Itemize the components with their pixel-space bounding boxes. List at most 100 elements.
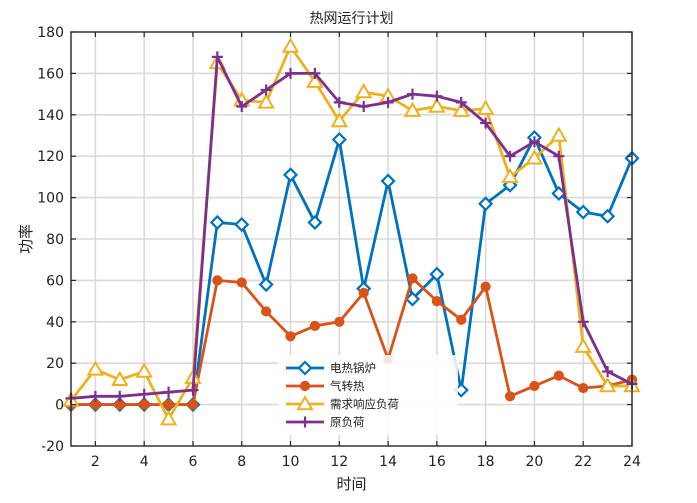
series-2-point	[407, 273, 418, 284]
series-2-point	[578, 382, 589, 394]
legend-item-1: 电热锅炉	[286, 360, 376, 376]
x-tick-label: 14	[379, 454, 397, 470]
series-3-point	[476, 99, 495, 115]
series-4-point	[89, 390, 101, 402]
series-2-point	[212, 275, 223, 286]
series-3-line	[69, 45, 632, 421]
x-tick-label: 8	[237, 454, 246, 470]
legend-item-3: 需求响应负荷	[286, 394, 399, 411]
series-4-point	[504, 150, 516, 162]
series-2-point	[358, 287, 369, 298]
y-tick-label: 80	[46, 232, 64, 248]
series-3-point	[452, 101, 470, 117]
series-4-point	[455, 96, 467, 108]
x-tick-label: 22	[574, 454, 592, 470]
series-2-point	[163, 399, 174, 410]
legend-swatch-marker	[296, 394, 314, 411]
series-1-point	[282, 167, 299, 183]
series-2-point	[334, 316, 345, 327]
series-3-point	[403, 101, 422, 117]
series-group	[62, 37, 641, 426]
legend-label: 原负荷	[330, 415, 365, 429]
legend-label: 需求响应负荷	[330, 397, 399, 411]
series-4-point	[236, 101, 248, 113]
series-4-point	[187, 384, 199, 396]
series-4-point	[382, 96, 394, 108]
x-tick-label: 18	[477, 454, 495, 470]
series-3-point	[86, 360, 105, 376]
series-3-point	[428, 97, 446, 113]
series-1-point	[600, 208, 616, 224]
axis-ticks: 2 4 6 8 10 12 14 16 18 20 22 24-2002040608010012014…	[37, 25, 641, 470]
series-2-point	[480, 281, 491, 292]
series-2-point	[187, 399, 199, 410]
series-4	[65, 51, 638, 404]
series-3-point	[281, 37, 300, 53]
y-tick-label: 180	[37, 25, 64, 41]
series-3-point	[330, 111, 349, 128]
y-tick-label: 60	[46, 273, 64, 289]
series-3-point	[574, 337, 592, 353]
x-tick-label: 2	[91, 454, 100, 470]
legend-item-2: 气转热	[286, 379, 365, 393]
legend-label: 电热锅炉	[330, 361, 376, 375]
series-4-point	[211, 51, 223, 63]
legend-swatch-marker	[299, 416, 311, 428]
legend-item-4: 原负荷	[286, 415, 365, 429]
x-tick-label: 10	[282, 454, 300, 470]
series-1-point	[380, 173, 396, 189]
series-4-point	[260, 84, 272, 96]
series-3-point	[159, 410, 178, 426]
chart-title: 热网运行计划	[310, 11, 394, 27]
series-1-point	[258, 276, 274, 293]
series-4-point	[333, 96, 345, 108]
y-axis-title: 功率	[17, 224, 35, 254]
series-4-point	[138, 388, 150, 400]
series-4-point	[480, 117, 492, 129]
series-3-point	[257, 93, 275, 109]
legend-swatch-marker	[297, 360, 313, 376]
y-tick-label: 120	[37, 149, 64, 165]
series-2-point	[309, 320, 321, 332]
series-3-point	[525, 149, 544, 165]
series-4-point	[309, 67, 321, 79]
series-4-point	[358, 101, 370, 113]
series-3-point	[135, 362, 153, 378]
x-tick-label: 24	[623, 454, 641, 470]
series-3-point	[550, 126, 568, 142]
series-4-point	[114, 390, 126, 402]
series-4-point	[602, 365, 614, 377]
y-tick-label: 40	[46, 315, 64, 331]
series-3-point	[501, 167, 519, 184]
series-2-point	[529, 380, 540, 392]
x-tick-label: 16	[428, 454, 446, 470]
series-1-point	[307, 214, 323, 230]
x-tick-label: 6	[188, 454, 197, 470]
series-4-point	[406, 88, 418, 100]
series-1-point	[209, 214, 225, 230]
series-3-point	[354, 83, 373, 99]
series-1-point	[331, 132, 347, 148]
series-1-point	[234, 216, 250, 233]
series-4-point	[528, 136, 540, 148]
y-tick-label: 160	[37, 66, 64, 82]
series-2-point	[261, 306, 272, 317]
y-tick-label: 0	[55, 398, 64, 414]
series-2-point	[456, 314, 467, 325]
series-1-point	[575, 204, 591, 220]
legend-swatch-marker	[299, 380, 311, 392]
series-4-point	[163, 386, 175, 398]
x-tick-label: 4	[140, 454, 149, 470]
y-tick-label: 100	[37, 191, 64, 207]
series-3-point	[598, 376, 617, 393]
series-2-point	[504, 391, 516, 402]
x-tick-label: 20	[526, 454, 544, 470]
series-3-point	[111, 370, 129, 387]
y-tick-label: -20	[41, 439, 64, 455]
legend-label: 气转热	[330, 379, 365, 393]
series-4-point	[285, 67, 297, 79]
x-axis-title: 时间	[336, 475, 366, 493]
